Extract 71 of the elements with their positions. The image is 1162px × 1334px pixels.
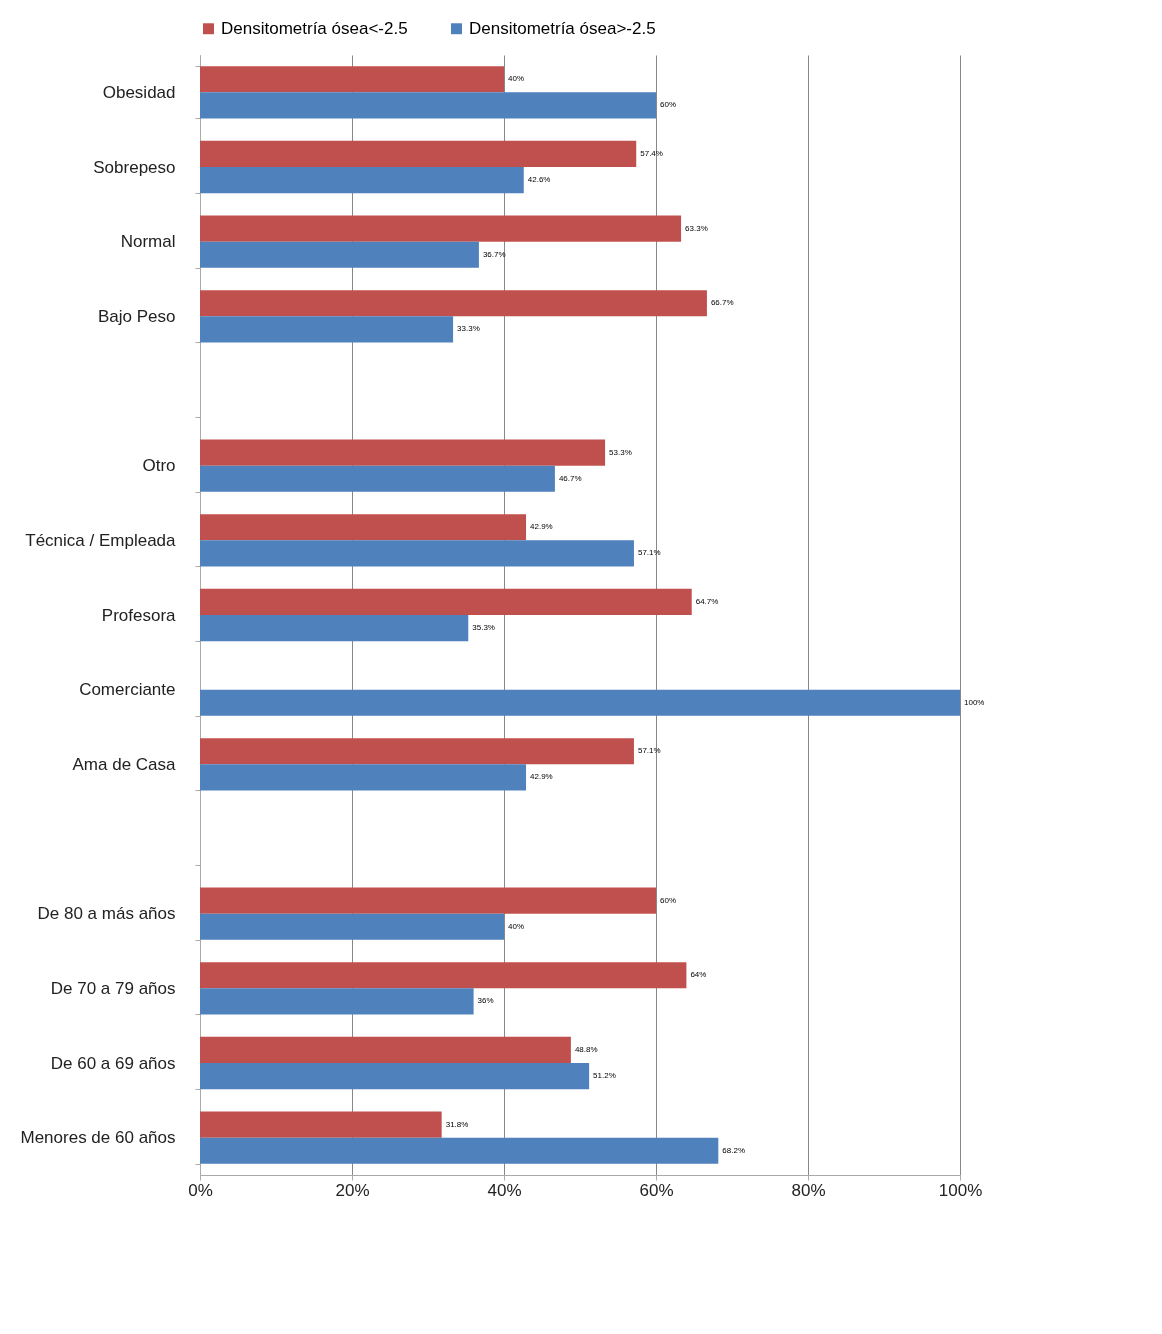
y-tick-label: Obesidad — [102, 82, 176, 102]
bar — [200, 241, 479, 268]
bar — [200, 316, 454, 343]
legend-label: Densitometría ósea>-2.5 — [469, 18, 656, 38]
data-label: 57.1% — [637, 746, 661, 756]
bar — [200, 962, 687, 989]
bar — [200, 588, 692, 615]
bar — [200, 1111, 442, 1138]
bar — [200, 738, 634, 765]
data-label: 60% — [660, 100, 677, 110]
bar — [200, 140, 637, 167]
data-label: 66.7% — [710, 298, 734, 308]
y-tick-label: De 60 a 69 años — [50, 1053, 176, 1073]
y-tick-label: Comerciante — [79, 680, 176, 700]
data-label: 63.3% — [685, 223, 708, 233]
bar — [200, 887, 656, 914]
data-label: 64% — [690, 970, 707, 980]
bar — [200, 167, 524, 194]
bar — [200, 215, 682, 242]
bar — [200, 439, 606, 466]
bar — [200, 764, 527, 791]
data-label: 46.7% — [558, 473, 582, 483]
data-label: 35.3% — [472, 623, 495, 633]
bar — [200, 913, 504, 940]
data-label: 48.8% — [574, 1044, 598, 1054]
x-tick-label: 100% — [938, 1180, 983, 1200]
bar — [200, 1036, 571, 1063]
y-tick-label: Sobrepeso — [93, 157, 176, 177]
data-label: 33.3% — [457, 324, 480, 334]
y-tick-label: Ama de Casa — [72, 754, 177, 774]
bar — [200, 66, 504, 93]
data-label: 36.7% — [482, 249, 506, 259]
data-label: 57.1% — [637, 548, 661, 558]
bar — [200, 290, 707, 317]
data-label: 36% — [477, 996, 494, 1006]
y-tick-label: Menores de 60 años — [20, 1128, 176, 1148]
bar — [200, 1137, 719, 1164]
bar — [200, 92, 656, 119]
bar — [200, 540, 634, 567]
y-tick-label: Normal — [120, 232, 176, 252]
x-tick-label: 80% — [791, 1180, 826, 1200]
data-label: 64.7% — [695, 596, 719, 606]
x-tick-label: 40% — [487, 1180, 522, 1200]
data-label: 53.3% — [609, 447, 632, 457]
y-tick-label: Bajo Peso — [98, 306, 176, 326]
bar — [200, 514, 527, 541]
y-tick-label: Otro — [142, 456, 176, 476]
y-tick-label: Técnica / Empleada — [25, 530, 177, 550]
bar — [200, 615, 469, 642]
y-tick-label: Profesora — [101, 605, 177, 625]
x-tick-label: 20% — [335, 1180, 370, 1200]
data-label: 68.2% — [722, 1145, 746, 1155]
data-label: 60% — [660, 895, 677, 905]
bar — [200, 465, 555, 492]
x-tick-label: 0% — [188, 1180, 213, 1200]
data-label: 42.9% — [530, 772, 553, 782]
data-label: 100% — [964, 697, 985, 707]
data-label: 57.4% — [640, 148, 663, 158]
bar — [200, 988, 474, 1015]
bar — [200, 689, 960, 716]
bar — [200, 1063, 590, 1090]
x-tick-label: 60% — [639, 1180, 674, 1200]
data-label: 31.8% — [445, 1119, 469, 1129]
data-label: 40% — [508, 921, 525, 931]
y-tick-label: De 80 a más años — [37, 904, 176, 924]
data-label: 42.9% — [530, 522, 553, 532]
y-tick-label: De 70 a 79 años — [50, 978, 176, 998]
legend-label: Densitometría ósea<-2.5 — [221, 18, 408, 38]
data-label: 40% — [508, 74, 525, 84]
data-label: 51.2% — [593, 1071, 616, 1081]
data-label: 42.6% — [527, 175, 551, 185]
